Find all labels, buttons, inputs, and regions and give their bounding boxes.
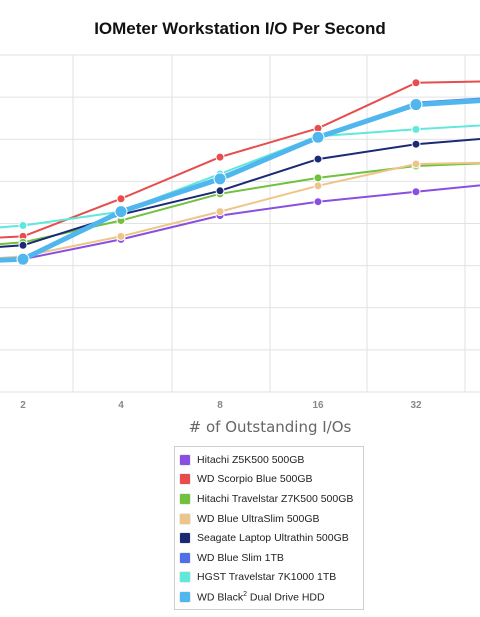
- x-tick-labels: 1248163264: [20, 400, 422, 411]
- data-point[interactable]: [313, 181, 323, 191]
- data-point[interactable]: [411, 139, 421, 149]
- x-tick-label: 16: [312, 400, 324, 411]
- legend-label: WD Blue UltraSlim 500GB: [197, 512, 320, 525]
- data-point[interactable]: [411, 78, 421, 88]
- data-point[interactable]: [313, 154, 323, 164]
- data-point[interactable]: [313, 173, 323, 183]
- data-point[interactable]: [411, 159, 421, 169]
- x-tick-label: 32: [410, 400, 422, 411]
- data-point[interactable]: [116, 231, 126, 241]
- legend-item[interactable]: WD Black2 Dual Drive HDD: [175, 587, 363, 607]
- legend: Hitachi Z5K500 500GB WD Scorpio Blue 500…: [174, 446, 364, 610]
- legend-label: WD Scorpio Blue 500GB: [197, 473, 313, 486]
- data-point[interactable]: [215, 207, 225, 217]
- x-axis-title: # of Outstanding I/Os: [188, 418, 352, 436]
- series-path: [0, 98, 480, 263]
- data-point[interactable]: [311, 130, 325, 144]
- legend-item[interactable]: WD Blue Slim 1TB: [175, 548, 363, 568]
- data-point[interactable]: [18, 220, 28, 230]
- grid-lines: [0, 54, 480, 393]
- legend-swatch: [180, 513, 190, 524]
- legend-swatch: [180, 533, 190, 544]
- data-point[interactable]: [411, 124, 421, 134]
- data-point[interactable]: [16, 252, 30, 266]
- legend-swatch: [180, 493, 190, 504]
- legend-swatch: [180, 454, 190, 465]
- series-line[interactable]: [0, 77, 480, 246]
- data-point[interactable]: [411, 187, 421, 197]
- legend-swatch: [180, 591, 190, 602]
- legend-label: HGST Travelstar 7K1000 1TB: [197, 571, 337, 584]
- data-point[interactable]: [215, 186, 225, 196]
- legend-item[interactable]: Hitachi Z5K500 500GB: [175, 450, 363, 470]
- legend-swatch: [180, 552, 190, 563]
- legend-label: Hitachi Travelstar Z7K500 500GB: [197, 492, 354, 505]
- series-line[interactable]: [0, 119, 480, 237]
- legend-item[interactable]: WD Blue UltraSlim 500GB: [175, 509, 363, 529]
- data-point[interactable]: [215, 152, 225, 162]
- data-point[interactable]: [313, 197, 323, 207]
- x-tick-label: 8: [217, 400, 223, 411]
- legend-item[interactable]: HGST Travelstar 7K1000 1TB: [175, 568, 363, 588]
- x-tick-label: 2: [20, 400, 26, 411]
- data-point[interactable]: [18, 240, 28, 250]
- legend-item[interactable]: Hitachi Travelstar Z7K500 500GB: [175, 489, 363, 509]
- x-tick-label: 4: [118, 400, 124, 411]
- data-point[interactable]: [114, 205, 128, 219]
- data-point[interactable]: [409, 98, 423, 112]
- chart-title: IOMeter Workstation I/O Per Second: [94, 19, 386, 38]
- legend-item[interactable]: WD Scorpio Blue 500GB: [175, 470, 363, 490]
- legend-label: Seagate Laptop Ultrathin 500GB: [197, 532, 349, 545]
- legend-label: WD Black2 Dual Drive HDD: [197, 590, 325, 604]
- legend-item[interactable]: Seagate Laptop Ultrathin 500GB: [175, 528, 363, 548]
- series-line[interactable]: [0, 93, 480, 267]
- legend-swatch: [180, 474, 190, 485]
- series-line[interactable]: [0, 93, 480, 270]
- legend-label: Hitachi Z5K500 500GB: [197, 453, 305, 466]
- data-point[interactable]: [116, 194, 126, 204]
- legend-label: WD Blue Slim 1TB: [197, 551, 284, 564]
- data-point[interactable]: [213, 172, 227, 186]
- series-lines: [0, 77, 480, 270]
- series-path: [0, 184, 480, 262]
- legend-swatch: [180, 572, 190, 583]
